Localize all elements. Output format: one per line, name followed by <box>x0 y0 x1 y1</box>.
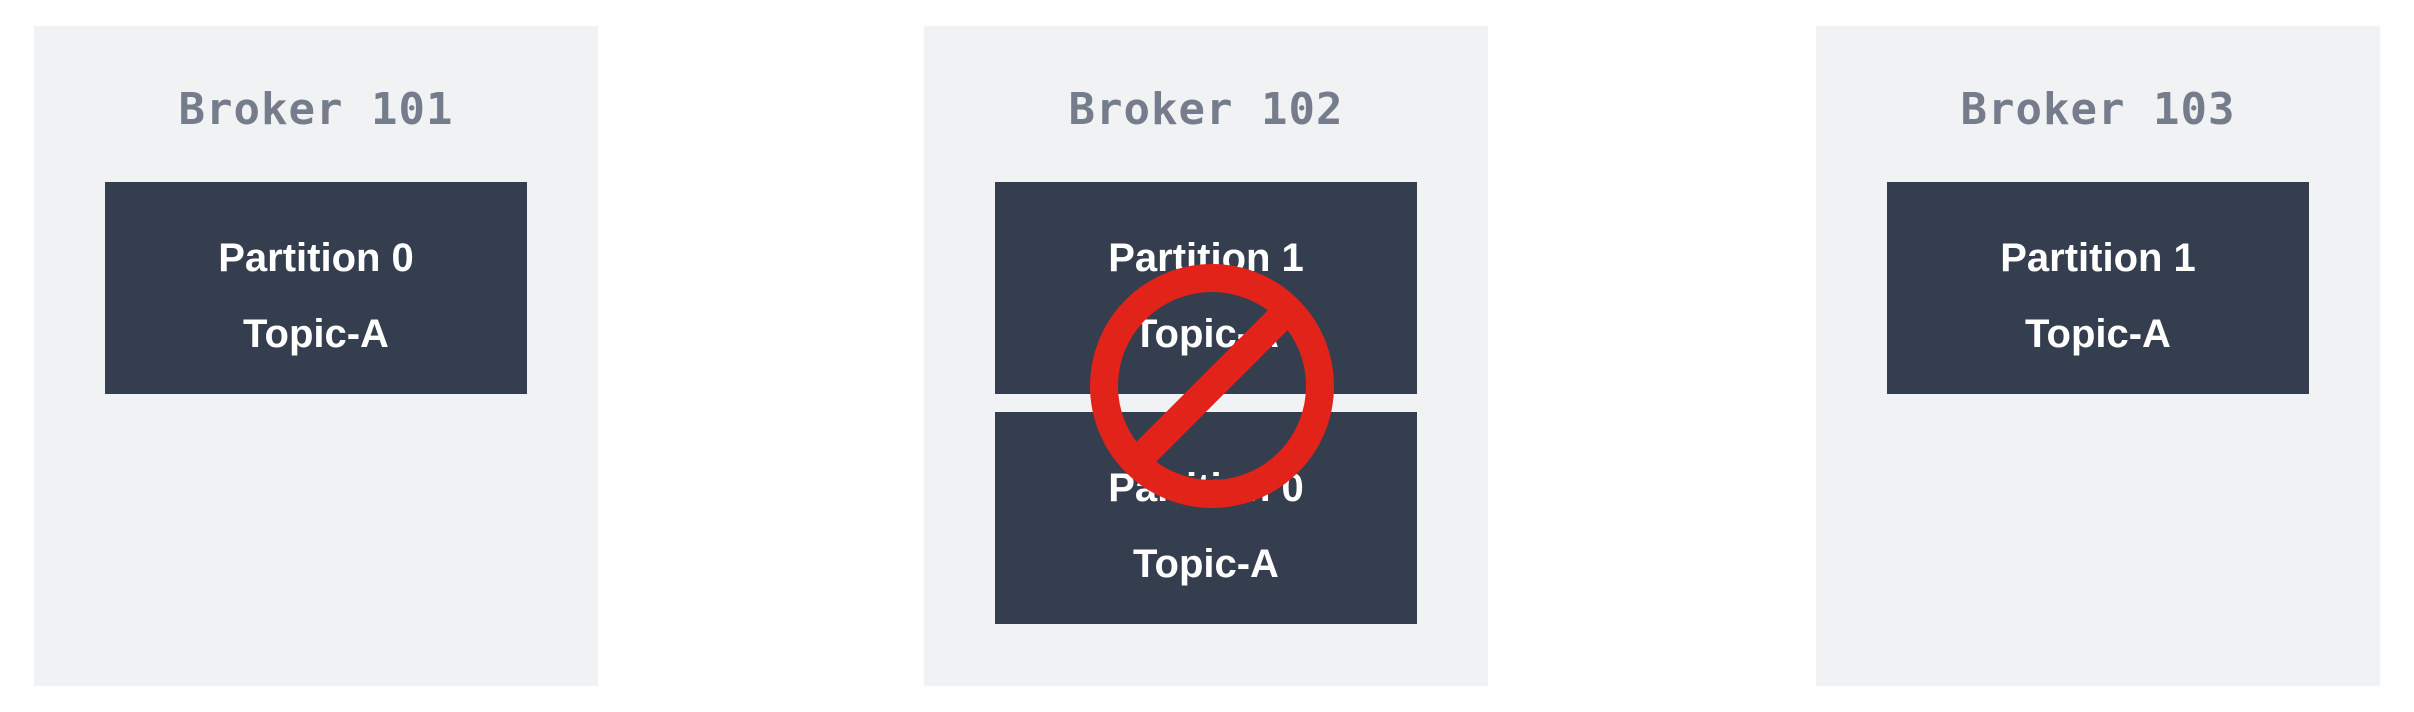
broker-title: Broker 103 <box>1960 84 2236 135</box>
prohibited-ring <box>1090 264 1334 508</box>
partition-name: Partition 0 <box>218 236 414 280</box>
partition-box: Partition 1 Topic-A <box>995 182 1417 394</box>
prohibited-icon <box>1090 264 1334 508</box>
prohibited-slash <box>1125 299 1299 473</box>
broker-102-panel: Broker 102 Partition 1 Topic-A Partition… <box>924 26 1488 686</box>
broker-title: Broker 101 <box>178 84 454 135</box>
partition-box: Partition 1 Topic-A <box>1887 182 2309 394</box>
partition-box: Partition 0 Topic-A <box>995 412 1417 624</box>
partition-name: Partition 1 <box>2000 236 2196 280</box>
broker-103-panel: Broker 103 Partition 1 Topic-A <box>1816 26 2380 686</box>
broker-title: Broker 102 <box>1068 84 1344 135</box>
partition-box: Partition 0 Topic-A <box>105 182 527 394</box>
broker-101-panel: Broker 101 Partition 0 Topic-A <box>34 26 598 686</box>
partition-topic: Topic-A <box>2025 312 2171 356</box>
partition-topic: Topic-A <box>1133 542 1279 586</box>
partition-topic: Topic-A <box>243 312 389 356</box>
